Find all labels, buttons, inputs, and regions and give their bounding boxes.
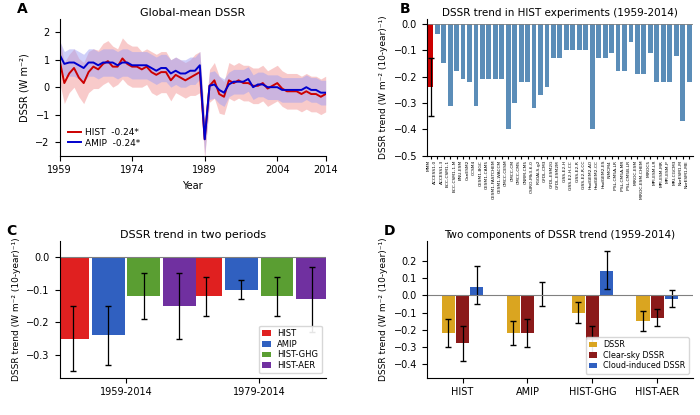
Bar (92, 257, 125, 335)
Bar (190, 257, 222, 296)
Title: Two components of DSSR trend (1959-2014): Two components of DSSR trend (1959-2014) (444, 230, 676, 240)
Bar (570, 24, 575, 50)
Bar (480, 24, 485, 79)
Bar (454, 24, 459, 71)
Y-axis label: DSSR trend (W m⁻² (10-year)⁻¹): DSSR trend (W m⁻² (10-year)⁻¹) (379, 15, 388, 159)
Title: DSSR trend in HIST experiments (1959-2014): DSSR trend in HIST experiments (1959-201… (442, 8, 678, 18)
Bar (557, 24, 562, 58)
Bar (525, 24, 530, 82)
Bar (538, 24, 543, 95)
Bar (519, 24, 524, 82)
Bar (57, 257, 89, 339)
Bar (260, 257, 293, 296)
Bar (680, 24, 685, 122)
Bar (622, 24, 627, 71)
Bar (603, 24, 608, 58)
Bar (615, 24, 620, 71)
Bar (635, 24, 640, 74)
Bar (687, 24, 692, 82)
Bar (661, 24, 666, 82)
Text: C: C (6, 224, 17, 238)
Bar (577, 24, 582, 50)
Bar (127, 257, 160, 296)
Legend: DSSR, Clear-sky DSSR, Cloud-induced DSSR: DSSR, Clear-sky DSSR, Cloud-induced DSSR (586, 337, 689, 374)
Y-axis label: DSSR (W m⁻²): DSSR (W m⁻²) (20, 53, 30, 122)
X-axis label: Year: Year (182, 181, 203, 191)
Bar (163, 257, 195, 306)
Bar (512, 24, 517, 103)
Text: A: A (17, 2, 28, 16)
Bar (473, 24, 478, 106)
Bar (442, 295, 455, 333)
Bar (428, 24, 433, 87)
Bar (296, 257, 329, 299)
Bar (551, 24, 556, 58)
Bar (609, 24, 614, 53)
Bar (531, 24, 536, 108)
Legend: HIST  -0.24*, AMIP  -0.24*: HIST -0.24*, AMIP -0.24* (64, 124, 144, 151)
Bar (571, 295, 584, 312)
Bar (470, 287, 484, 295)
Title: DSSR trend in two periods: DSSR trend in two periods (120, 230, 266, 240)
Text: D: D (384, 224, 395, 238)
Bar (564, 24, 569, 50)
Bar (641, 24, 646, 74)
Bar (665, 295, 678, 299)
Bar (521, 295, 534, 333)
Bar (467, 24, 472, 82)
Bar (499, 24, 504, 79)
Y-axis label: DSSR trend (W m⁻² (10-year)⁻¹): DSSR trend (W m⁻² (10-year)⁻¹) (12, 237, 21, 381)
Bar (545, 24, 550, 87)
Bar (586, 295, 599, 340)
Bar (629, 24, 634, 42)
Bar (651, 295, 664, 318)
Bar (507, 295, 519, 333)
Bar (493, 24, 498, 79)
Bar (667, 24, 672, 82)
Bar (636, 295, 650, 321)
Bar (506, 24, 510, 129)
Bar (654, 24, 659, 82)
Bar (596, 24, 601, 58)
Bar (583, 24, 588, 50)
Text: B: B (400, 2, 411, 16)
Bar (590, 24, 594, 129)
Legend: HIST, AMIP, HIST-GHG, HIST-AER: HIST, AMIP, HIST-GHG, HIST-AER (259, 326, 321, 374)
Bar (461, 24, 466, 79)
Bar (448, 24, 452, 106)
Title: Global-mean DSSR: Global-mean DSSR (140, 8, 245, 18)
Y-axis label: DSSR trend (W m⁻² (10-year)⁻¹): DSSR trend (W m⁻² (10-year)⁻¹) (379, 237, 388, 381)
Bar (435, 24, 440, 34)
Bar (674, 24, 678, 56)
Bar (648, 24, 653, 53)
Bar (225, 257, 258, 290)
Bar (600, 271, 613, 295)
Bar (456, 295, 469, 343)
Bar (486, 24, 491, 79)
Bar (441, 24, 446, 63)
